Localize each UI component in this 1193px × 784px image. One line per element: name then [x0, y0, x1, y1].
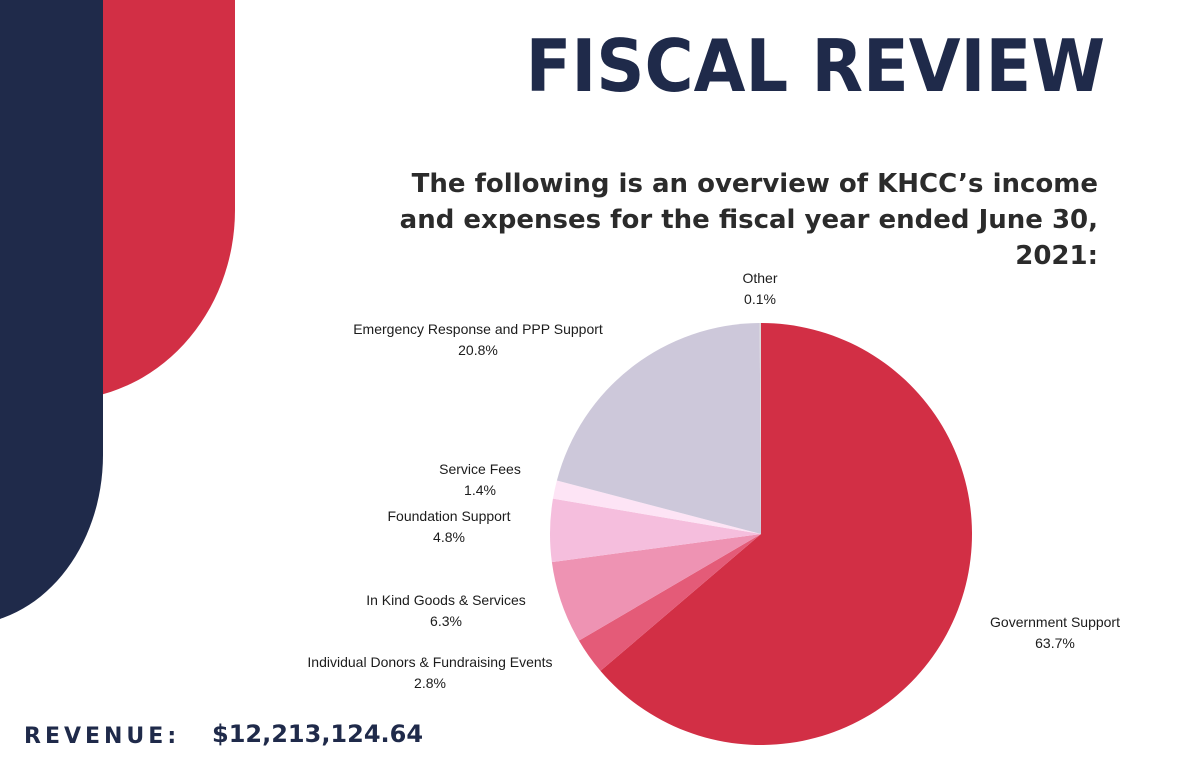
slice-value-individual-donors-fundraising-events: 2.8%	[414, 675, 446, 691]
pie-slice-service-fees	[552, 480, 761, 534]
slice-value-emergency-response-and-ppp-support: 20.8%	[458, 342, 498, 358]
slice-label-service-fees: Service Fees	[439, 461, 521, 477]
revenue-label: REVENUE:	[24, 724, 181, 749]
slice-value-other: 0.1%	[744, 291, 776, 307]
slice-value-foundation-support: 4.8%	[433, 529, 465, 545]
slice-label-other: Other	[742, 270, 777, 286]
pie-slice-in-kind-goods-services	[551, 534, 761, 641]
pie-slice-government-support	[600, 323, 972, 745]
slice-label-emergency-response-and-ppp-support: Emergency Response and PPP Support	[353, 321, 603, 337]
slice-label-foundation-support: Foundation Support	[388, 508, 511, 524]
pie-slice-individual-donors-fundraising-events	[578, 534, 761, 671]
decorative-navy-shape	[0, 0, 103, 625]
slice-label-in-kind-goods-services: In Kind Goods & Services	[366, 592, 526, 608]
pie-slice-foundation-support	[550, 498, 761, 563]
slice-value-in-kind-goods-services: 6.3%	[430, 613, 462, 629]
pie-slice-emergency-response-and-ppp-support	[556, 323, 761, 534]
revenue-value: $12,213,124.64	[212, 720, 424, 748]
slice-value-service-fees: 1.4%	[464, 482, 496, 498]
slice-label-government-support: Government Support	[990, 614, 1120, 630]
page-subtitle: The following is an overview of KHCC’s i…	[399, 169, 1098, 271]
slice-label-individual-donors-fundraising-events: Individual Donors & Fundraising Events	[307, 654, 552, 670]
page-title: FISCAL REVIEW	[525, 24, 1105, 108]
slice-value-government-support: 63.7%	[1035, 635, 1075, 651]
pie-slice-other	[759, 323, 761, 534]
